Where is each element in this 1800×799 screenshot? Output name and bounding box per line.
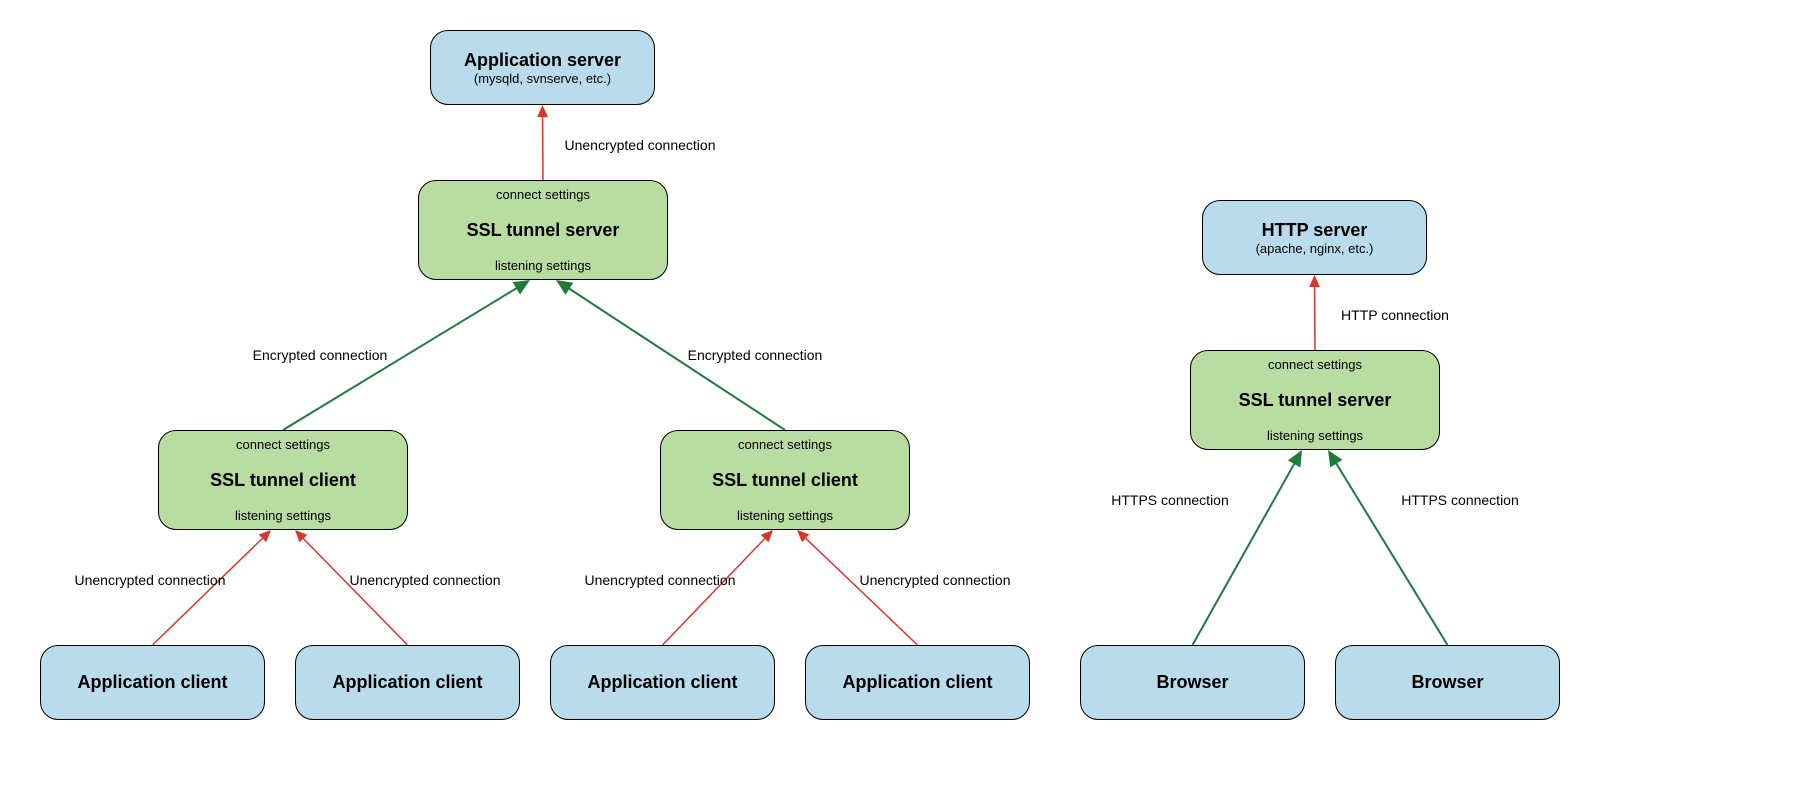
node-browser_2: Browser [1335, 645, 1560, 720]
arrowhead-e10 [1328, 450, 1342, 467]
node-ssl_client_l: connect settings SSL tunnel client listeni… [158, 430, 408, 530]
node-app_client_4: Application client [805, 645, 1030, 720]
node-title: Browser [1156, 672, 1228, 693]
node-title: SSL tunnel server [1239, 390, 1392, 411]
node-app_server: Application server(mysqld, svnserve, etc… [430, 30, 655, 105]
arrowhead-e7 [797, 530, 809, 542]
arrowhead-e4 [259, 530, 271, 542]
arrowhead-e1 [537, 105, 548, 117]
node-ssl_server_right: connect settings SSL tunnel server listeni… [1190, 350, 1440, 450]
edge-e7 [805, 537, 918, 645]
node-subtitle: (apache, nginx, etc.) [1256, 241, 1374, 256]
node-ssl_server_left: connect settings SSL tunnel server listeni… [418, 180, 668, 280]
node-top-label: connect settings [661, 437, 909, 452]
edge-e5 [303, 538, 408, 645]
edge-label-e4: Unencrypted connection [75, 572, 226, 588]
arrowhead-e9 [1288, 450, 1302, 467]
arrowhead-e2 [513, 280, 530, 294]
node-subtitle: (mysqld, svnserve, etc.) [474, 71, 611, 86]
edge-label-e9: HTTPS connection [1111, 492, 1229, 508]
arrowhead-e6 [761, 530, 773, 542]
node-app_client_3: Application client [550, 645, 775, 720]
edge-e10 [1336, 462, 1448, 645]
node-top-label: connect settings [159, 437, 407, 452]
node-browser_1: Browser [1080, 645, 1305, 720]
edge-label-e2: Encrypted connection [253, 347, 388, 363]
edge-label-e3: Encrypted connection [688, 347, 823, 363]
node-bottom-label: listening settings [159, 508, 407, 523]
node-title: Application client [842, 672, 992, 693]
edge-e4 [153, 538, 264, 645]
edge-label-e6: Unencrypted connection [585, 572, 736, 588]
node-bottom-label: listening settings [1191, 428, 1439, 443]
edge-e9 [1193, 463, 1295, 645]
node-title: SSL tunnel client [712, 470, 858, 491]
edge-label-e7: Unencrypted connection [860, 572, 1011, 588]
node-app_client_1: Application client [40, 645, 265, 720]
node-title: SSL tunnel client [210, 470, 356, 491]
node-bottom-label: listening settings [419, 258, 667, 273]
node-title: Application client [332, 672, 482, 693]
edge-label-e5: Unencrypted connection [350, 572, 501, 588]
node-title: Application server [464, 50, 621, 71]
node-top-label: connect settings [1191, 357, 1439, 372]
arrowhead-e8 [1309, 275, 1320, 287]
node-app_client_2: Application client [295, 645, 520, 720]
node-title: Application client [587, 672, 737, 693]
arrowhead-e3 [556, 280, 573, 295]
node-http_server: HTTP server(apache, nginx, etc.) [1202, 200, 1427, 275]
arrowhead-e5 [295, 530, 307, 542]
node-title: HTTP server [1262, 220, 1368, 241]
node-top-label: connect settings [419, 187, 667, 202]
node-title: Browser [1411, 672, 1483, 693]
node-bottom-label: listening settings [661, 508, 909, 523]
node-ssl_client_r: connect settings SSL tunnel client listeni… [660, 430, 910, 530]
edge-label-e1: Unencrypted connection [565, 137, 716, 153]
edge-e6 [663, 538, 766, 645]
node-title: SSL tunnel server [467, 220, 620, 241]
edge-label-e8: HTTP connection [1341, 307, 1449, 323]
edge-label-e10: HTTPS connection [1401, 492, 1519, 508]
node-title: Application client [77, 672, 227, 693]
